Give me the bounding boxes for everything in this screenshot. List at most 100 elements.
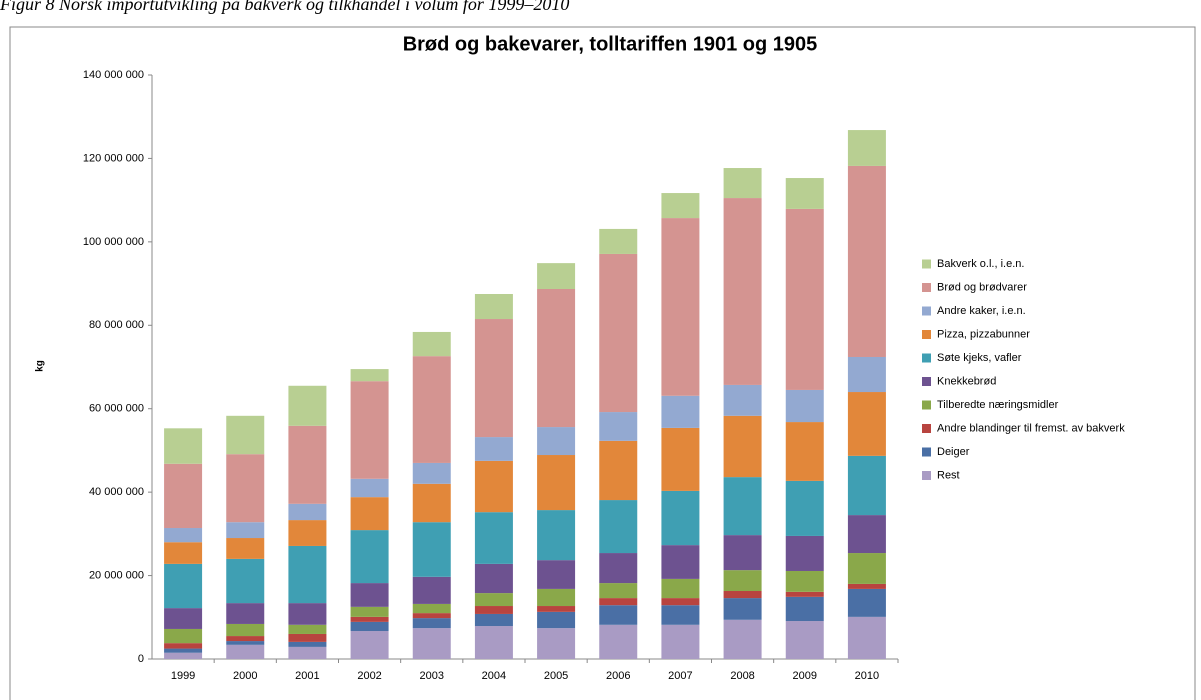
bar-segment [412,628,451,659]
bar-segment [226,644,265,659]
y-tick-label: 60 000 000 [89,403,144,415]
bar-segment [723,198,762,385]
bar-segment [785,480,824,536]
bar-segment [785,621,824,659]
bar-segment [226,538,265,559]
x-tick-label: 2006 [606,670,630,682]
bar-segment [474,626,513,659]
bar-segment [412,522,451,577]
bar-segment [723,535,762,571]
bar-segment [474,563,513,594]
bar-segment [226,603,265,624]
bar-segment [164,643,203,649]
bar-segment [537,628,576,659]
legend-swatch [922,330,931,339]
figure-caption: Figur 8 Norsk importutvikling på bakverk… [0,0,569,14]
bar-segment [350,381,389,479]
legend-label: Søte kjeks, vafler [937,352,1022,364]
bar-segment [599,253,638,413]
bar-segment [661,218,700,396]
bar-segment [537,560,576,589]
bar-segment [164,652,203,659]
legend-swatch [922,283,931,292]
y-tick-label: 100 000 000 [83,236,144,248]
legend-swatch [922,424,931,433]
bar-segment [847,583,886,589]
bar-segment [599,553,638,584]
bar-segment [661,490,700,546]
bar-segment [785,422,824,481]
legend-swatch [922,259,931,269]
x-tick-label: 2010 [855,670,879,682]
bar-segment [412,618,451,629]
bar-segment [723,415,762,478]
legend-swatch [922,447,931,457]
bar-segment [164,542,203,564]
y-tick-label: 140 000 000 [83,69,144,81]
legend-swatch [922,306,931,316]
bar-segment [226,415,265,455]
bar-segment [288,603,327,625]
legend-label: Andre kaker, i.e.n. [937,305,1026,317]
bar-segment [164,563,203,609]
bar-segment [661,193,700,219]
bar-segment [847,392,886,456]
bar-segment [350,616,389,622]
bar-segment [847,130,886,166]
bar-segment [412,613,451,619]
bar-segment [785,389,824,423]
bar-segment [226,558,265,604]
chart-title: Brød og bakevarer, tolltariffen 1901 og … [403,33,818,55]
bar-segment [226,641,265,645]
bar-segment [350,583,389,607]
bar-segment [723,168,762,199]
bar-segment [288,641,327,647]
legend-swatch [922,400,931,410]
y-tick-label: 120 000 000 [83,152,144,164]
bar-segment [847,455,886,516]
bar-segment [164,648,203,653]
bar-segment [785,596,824,622]
bar-segment [288,646,327,659]
bar-segment [785,535,824,571]
bar-segment [785,591,824,597]
bar-segment [599,412,638,441]
y-tick-label: 0 [138,653,144,665]
bar-segment [412,483,451,523]
bar-segment [723,591,762,599]
legend-label: Brød og brødvarer [937,281,1027,293]
bar-segment [661,578,700,599]
bar-segment [661,605,700,625]
bar-segment [288,624,327,634]
bar-segment [785,208,824,390]
bar-segment [474,437,513,461]
legend-swatch [922,471,931,480]
bar-segment [412,331,451,357]
bar-segment [474,606,513,614]
legend-label: Andre blandinger til fremst. av bakverk [937,422,1125,434]
bar-segment [599,500,638,554]
bar-segment [474,512,513,564]
bar-segment [350,606,389,617]
bar-segment [847,356,886,393]
bar-segment [350,631,389,659]
y-tick-label: 20 000 000 [89,569,144,581]
bar-segment [661,545,700,579]
legend-label: Deiger [937,446,970,458]
bar-segment [599,624,638,659]
bar-segment [723,619,762,659]
bar-segment [288,545,327,604]
bar-segment [599,440,638,501]
bar-segment [474,613,513,627]
bar-segment [537,510,576,561]
bar-segment [288,633,327,642]
bar-segment [226,454,265,523]
bar-segment [661,624,700,659]
bar-segment [288,425,327,504]
bar-segment [599,228,638,254]
bar-segment [723,570,762,592]
bar-segment [412,462,451,484]
x-tick-label: 2007 [668,670,692,682]
legend-label: Pizza, pizzabunner [937,328,1030,340]
